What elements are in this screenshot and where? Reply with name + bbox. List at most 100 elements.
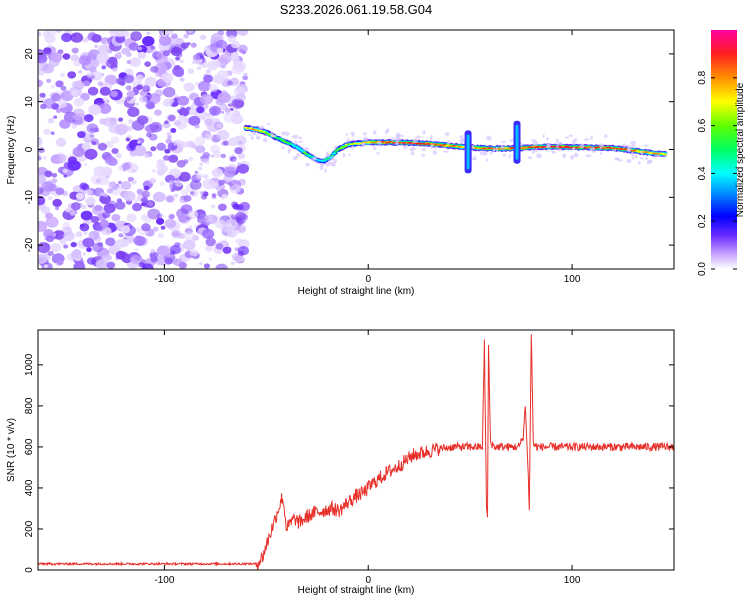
signal-halo xyxy=(643,144,649,147)
signal-halo xyxy=(376,141,383,145)
signal-halo xyxy=(626,159,632,164)
noise-speckle xyxy=(45,235,55,243)
y-tick-label: 20 xyxy=(24,48,35,60)
signal-halo xyxy=(536,153,542,159)
noise-speckle xyxy=(100,166,113,177)
signal-halo xyxy=(598,143,604,147)
noise-speckle xyxy=(224,219,238,230)
signal-halo xyxy=(281,131,286,136)
noise-speckle xyxy=(172,230,180,237)
noise-speckle xyxy=(221,227,232,237)
noise-speckle xyxy=(183,231,196,241)
noise-speckle xyxy=(99,86,111,96)
noise-speckle xyxy=(99,219,110,228)
noise-speckle xyxy=(139,95,148,103)
noise-speckle xyxy=(202,152,211,159)
noise-speckle xyxy=(115,250,127,260)
noise-speckle xyxy=(173,193,179,198)
noise-speckle xyxy=(109,184,123,196)
noise-speckle xyxy=(220,153,226,159)
noise-speckle xyxy=(143,185,150,191)
noise-speckle xyxy=(147,208,161,220)
noise-speckle xyxy=(198,80,211,92)
noise-speckle xyxy=(91,141,97,145)
noise-speckle xyxy=(71,80,81,89)
noise-speckle xyxy=(38,182,42,188)
noise-speckle xyxy=(177,95,190,106)
noise-speckle xyxy=(134,248,139,252)
signal-halo xyxy=(622,143,626,148)
noise-speckle xyxy=(156,245,170,257)
noise-speckle xyxy=(102,97,109,103)
noise-speckle xyxy=(175,56,181,61)
noise-speckle xyxy=(142,85,151,92)
noise-speckle xyxy=(70,32,84,43)
noise-speckle xyxy=(221,197,225,200)
signal-halo xyxy=(564,136,570,139)
noise-speckle xyxy=(55,187,65,195)
noise-speckle xyxy=(168,180,174,185)
noise-speckle xyxy=(208,84,219,92)
noise-speckle xyxy=(157,79,166,87)
noise-speckle xyxy=(128,119,134,124)
noise-speckle xyxy=(201,63,208,68)
noise-speckle xyxy=(45,216,59,228)
noise-speckle xyxy=(125,86,131,90)
noise-speckle xyxy=(171,33,178,39)
noise-speckle xyxy=(234,108,239,112)
noise-speckle xyxy=(194,136,206,146)
colorbar-label: Normalized spectral amplitude xyxy=(735,82,746,217)
noise-speckle xyxy=(92,205,105,216)
noise-speckle xyxy=(120,181,132,190)
noise-speckle xyxy=(63,231,75,242)
noise-speckle xyxy=(237,246,249,256)
noise-speckle xyxy=(170,46,183,57)
noise-speckle xyxy=(106,188,114,194)
signal-halo xyxy=(255,135,261,140)
noise-speckle xyxy=(192,54,201,61)
noise-speckle xyxy=(38,253,48,264)
snr-series-line xyxy=(38,334,674,570)
noise-speckle xyxy=(48,184,57,192)
signal-halo xyxy=(351,145,354,150)
noise-speckle xyxy=(85,196,96,206)
noise-speckle xyxy=(156,217,165,225)
noise-speckle xyxy=(215,185,222,191)
noise-speckle xyxy=(237,30,249,36)
noise-speckle xyxy=(51,173,58,178)
snr-plot-area xyxy=(38,330,674,570)
noise-speckle xyxy=(170,128,177,133)
signal-halo xyxy=(551,151,557,154)
signal-halo xyxy=(509,138,515,142)
noise-speckle xyxy=(130,92,134,96)
noise-speckle xyxy=(65,207,71,213)
signal-halo xyxy=(591,150,597,153)
noise-speckle xyxy=(111,148,119,154)
signal-cell xyxy=(343,145,348,148)
signal-cell xyxy=(258,129,263,132)
noise-speckle xyxy=(38,174,47,184)
noise-speckle xyxy=(79,182,88,190)
noise-speckle xyxy=(59,119,71,129)
signal-halo xyxy=(568,134,573,137)
noise-speckle xyxy=(195,145,206,154)
noise-speckle xyxy=(123,191,136,202)
chart-title: S233.2026.061.19.58.G04 xyxy=(280,2,433,17)
noise-speckle xyxy=(212,60,222,68)
signal-cell xyxy=(281,139,286,142)
noise-speckle xyxy=(179,77,185,82)
noise-speckle xyxy=(117,51,122,56)
noise-speckle xyxy=(211,193,217,198)
noise-speckle xyxy=(173,94,179,99)
noise-speckle xyxy=(137,51,147,59)
noise-speckle xyxy=(150,256,158,263)
noise-speckle xyxy=(153,191,166,203)
noise-speckle xyxy=(199,162,204,166)
signal-halo xyxy=(613,148,616,153)
signal-halo xyxy=(585,154,592,158)
noise-speckle xyxy=(178,115,186,122)
noise-speckle xyxy=(243,72,248,77)
signal-halo xyxy=(350,131,356,135)
signal-halo xyxy=(527,156,533,160)
noise-speckle xyxy=(143,152,150,159)
